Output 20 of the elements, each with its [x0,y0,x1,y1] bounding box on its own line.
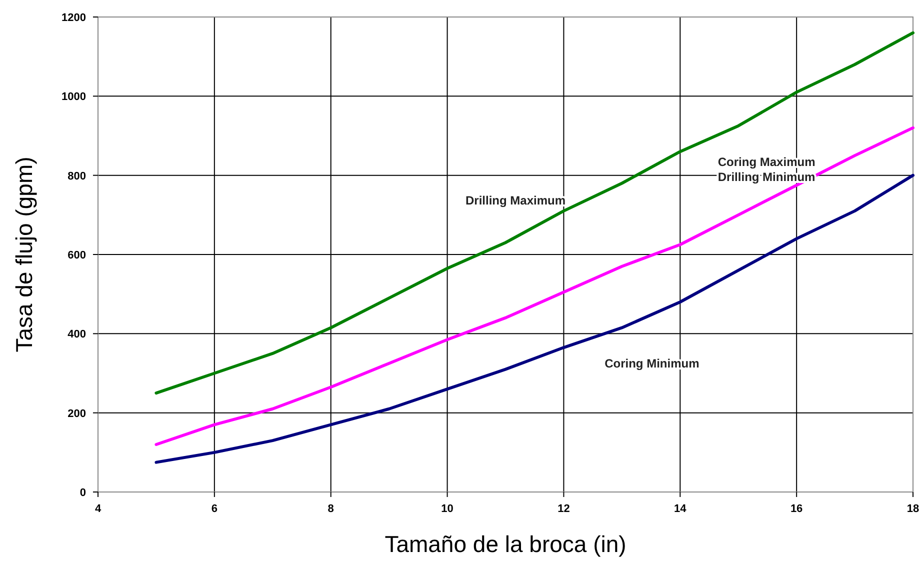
y-tick-label: 0 [80,487,86,499]
x-tick-label: 14 [674,503,688,515]
x-tick-label: 16 [790,503,803,515]
line-series [154,174,914,464]
line-series [154,31,914,395]
x-tick-label: 4 [94,503,102,515]
y-tick-label: 800 [68,170,86,182]
y-tick-label: 200 [68,408,86,420]
y-tick-label: 600 [68,250,86,262]
x-tick-label: 8 [328,503,334,515]
x-tick-label: 18 [906,503,920,515]
y-tick-label: 1000 [62,91,86,104]
y-tick-label: 400 [68,328,86,341]
y-axis-title: Tasa de flujo (gpm) [11,156,37,352]
line-series [154,126,914,446]
y-tick-label: 1200 [62,12,86,24]
x-tick-label: 12 [558,503,570,515]
x-axis-title: Tamaño de la broca (in) [384,531,626,557]
x-tick-label: 10 [441,503,454,515]
x-tick-label: 6 [211,503,218,515]
